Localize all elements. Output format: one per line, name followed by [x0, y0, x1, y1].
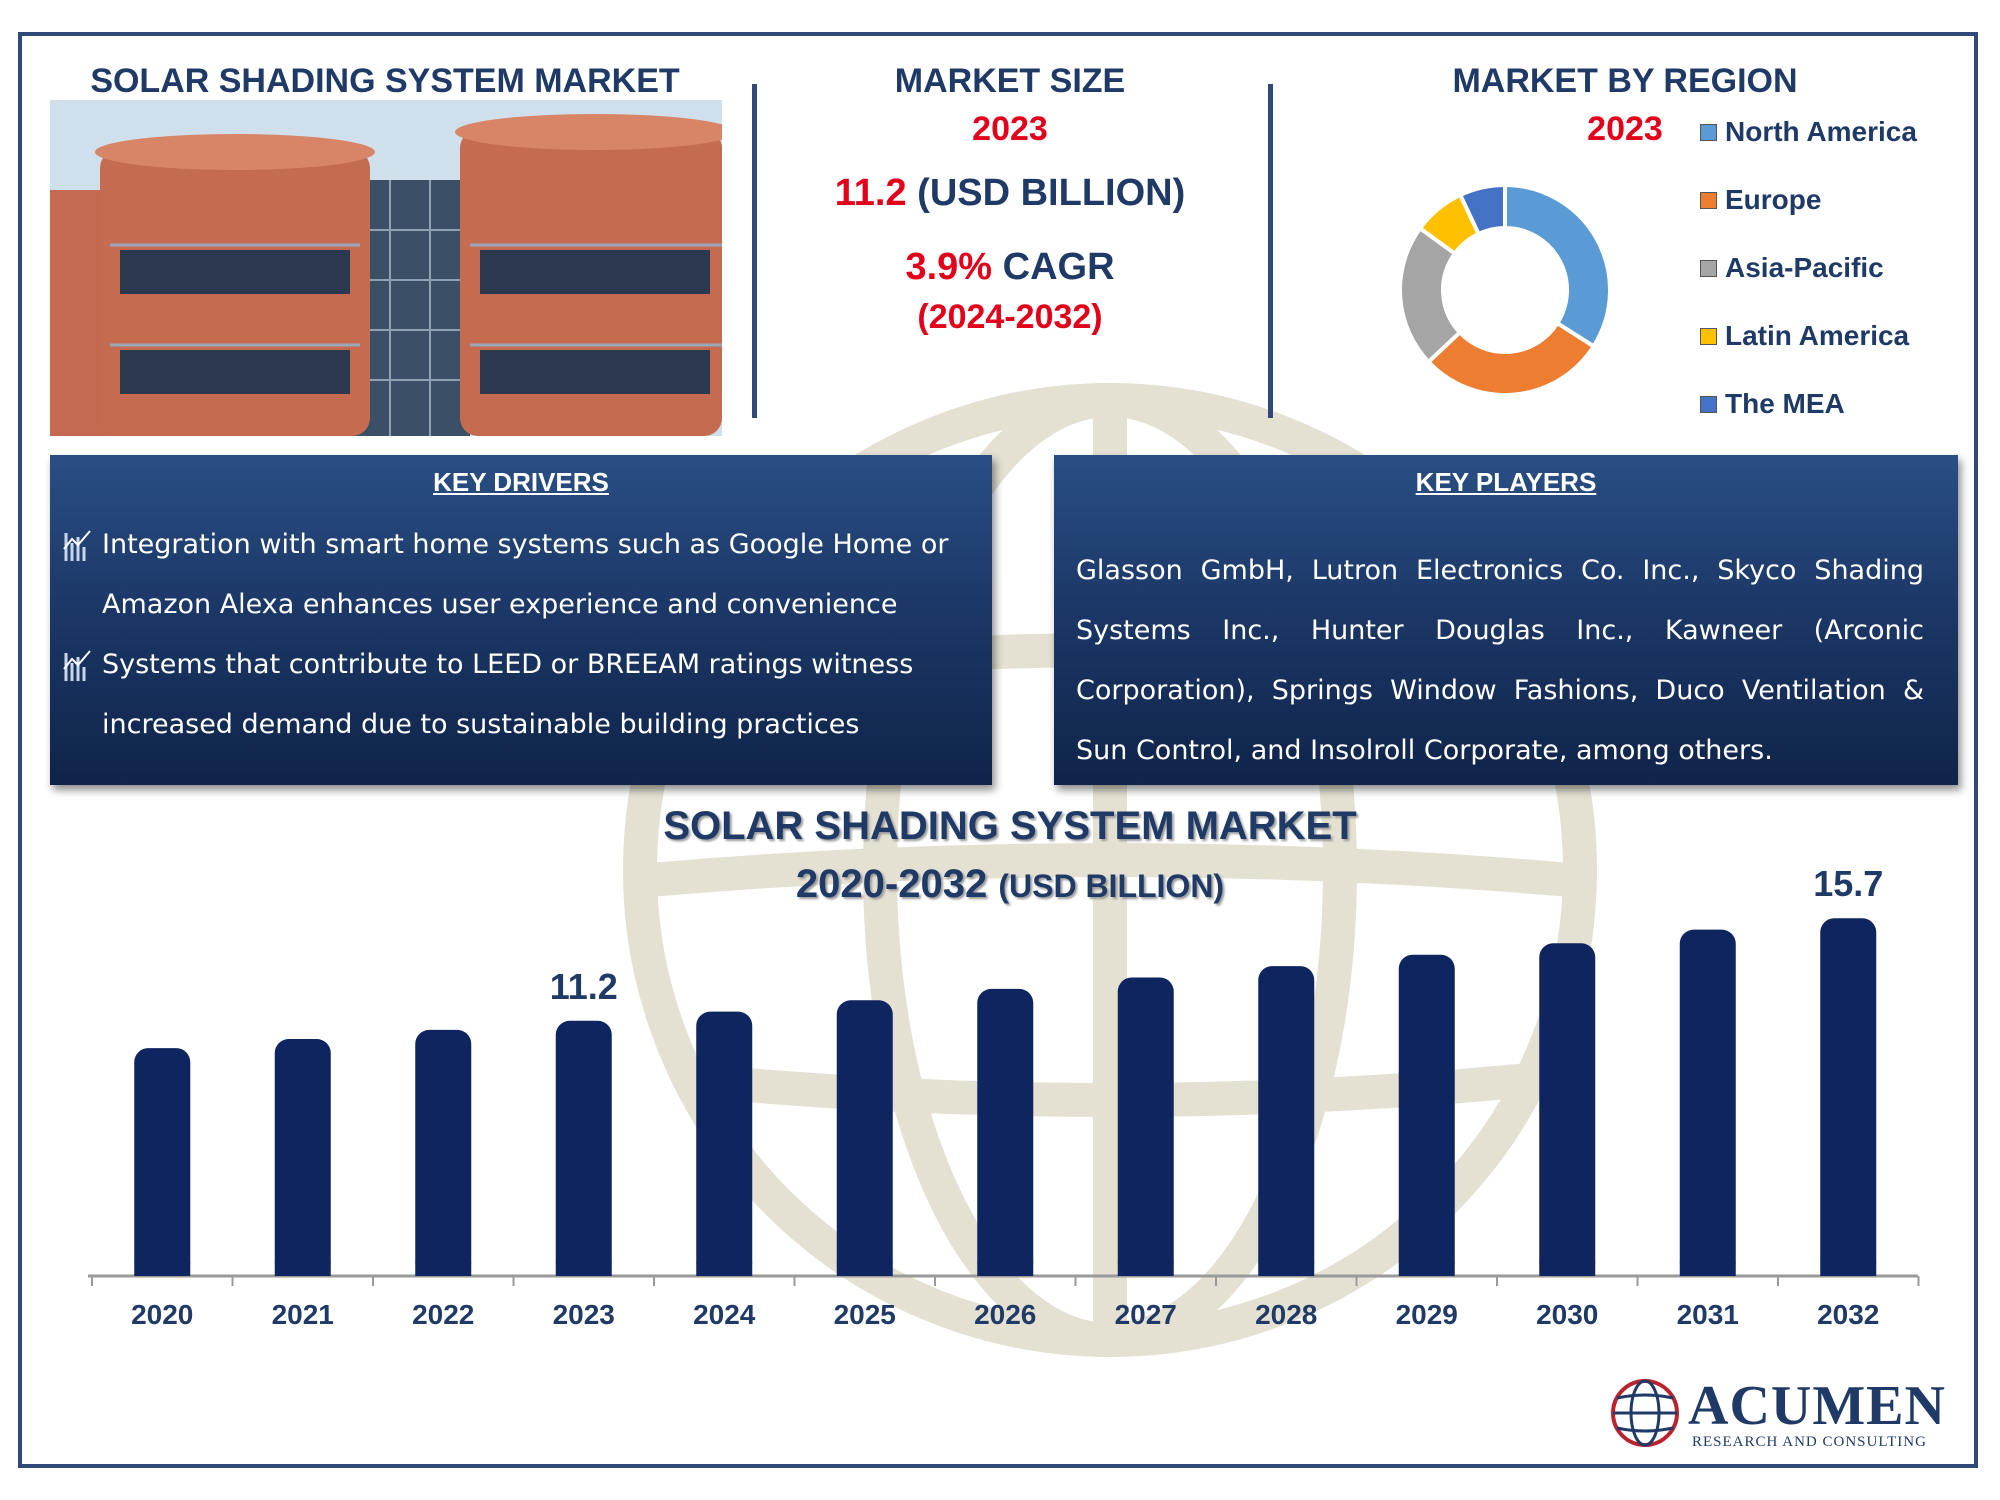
infographic-frame [18, 32, 1978, 1468]
bar-base-2021 [274, 1262, 331, 1276]
donut-slice-the-mea [1457, 182, 1507, 237]
bar-base-2030 [1539, 1262, 1596, 1276]
divider-2 [1268, 84, 1273, 418]
key-driver-item: Systems that contribute to LEED or BREEA… [63, 635, 962, 755]
x-tick-label: 2026 [974, 1299, 1036, 1330]
globe-icon [1611, 1379, 1679, 1447]
legend-item: Europe [1700, 184, 1821, 216]
bar-base-2029 [1398, 1262, 1455, 1276]
bar-2026 [977, 988, 1034, 1276]
region-label: MARKET BY REGION [1452, 62, 1798, 100]
bar-base-2025 [836, 1262, 893, 1276]
bar-2028 [1258, 966, 1315, 1276]
market-bar-chart: 2020 2021 2022 2023 11.2 2024 2025 2026 2027 2028… [88, 863, 1920, 1330]
x-tick-label: 2030 [1536, 1299, 1598, 1330]
x-tick-label: 2025 [834, 1299, 896, 1330]
key-driver-text: Integration with smart home systems such… [102, 529, 949, 620]
x-tick-label: 2031 [1677, 1299, 1739, 1330]
legend-label: Asia-Pacific [1725, 252, 1884, 283]
bar-2032 [1820, 918, 1877, 1276]
bar-base-2020 [134, 1262, 191, 1276]
donut-hole [1445, 230, 1565, 350]
bar-2023 [555, 1020, 612, 1276]
logo-tagline: RESEARCH AND CONSULTING [1692, 1434, 1927, 1450]
x-tick-label: 2022 [412, 1299, 474, 1330]
x-tick-label: 2023 [553, 1299, 615, 1330]
donut-slice-europe [1425, 320, 1597, 397]
bar-base-2027 [1117, 1262, 1174, 1276]
bar-base-2028 [1258, 1262, 1315, 1276]
bar-2025 [836, 1000, 893, 1276]
legend-swatch [1700, 191, 1717, 209]
key-players-title: KEY PLAYERS [1415, 467, 1597, 497]
bar-2022 [415, 1029, 472, 1276]
bar-chart-subtitle: 2020-2032 (USD BILLION) [560, 862, 1460, 907]
legend-swatch [1700, 327, 1717, 345]
data-label-2023: 11.2 [550, 966, 618, 1007]
cagr-value: 3.9% [905, 246, 993, 288]
x-tick-label: 2020 [131, 1299, 193, 1330]
cagr-period: (2024-2032) [917, 298, 1103, 336]
donut-slice-north-america [1503, 182, 1612, 350]
key-driver-item: Integration with smart home systems such… [63, 515, 962, 635]
bar-base-2026 [977, 1262, 1034, 1276]
market-size-value-line: 11.2 (USD BILLION) [790, 172, 1230, 215]
bar-2020 [134, 1048, 191, 1276]
legend-label: Latin America [1725, 320, 1910, 351]
divider-1 [752, 84, 757, 418]
legend-label: North America [1725, 116, 1917, 147]
key-drivers-panel: KEY DRIVERS Integration with smart home … [50, 455, 992, 785]
legend-swatch [1700, 259, 1717, 277]
growth-chart-icon [63, 650, 91, 681]
legend-swatch [1700, 395, 1717, 413]
bar-2024 [696, 1011, 753, 1276]
bar-base-2032 [1820, 1262, 1877, 1276]
legend-item: The MEA [1700, 388, 1845, 420]
market-size-year: 2023 [972, 110, 1048, 148]
bar-2031 [1679, 929, 1736, 1276]
cagr-line: 3.9% CAGR [810, 246, 1210, 289]
key-driver-text: Systems that contribute to LEED or BREEA… [102, 649, 914, 740]
bar-chart-title: SOLAR SHADING SYSTEM MARKET [663, 804, 1357, 848]
bar-2030 [1539, 943, 1596, 1276]
bar-2027 [1117, 977, 1174, 1276]
data-label-2032: 15.7 [1813, 863, 1883, 904]
cagr-label: CAGR [1002, 246, 1115, 288]
bar-2029 [1398, 954, 1455, 1276]
x-tick-label: 2024 [693, 1299, 756, 1330]
growth-chart-icon [63, 530, 91, 561]
legend-item: Asia-Pacific [1700, 252, 1884, 284]
page-title: SOLAR SHADING SYSTEM MARKET [90, 62, 680, 100]
x-tick-label: 2029 [1396, 1299, 1458, 1330]
legend-swatch [1700, 123, 1717, 141]
market-size-label: MARKET SIZE [894, 62, 1126, 100]
x-tick-label: 2028 [1255, 1299, 1317, 1330]
key-drivers-title: KEY DRIVERS [433, 467, 609, 497]
bar-base-2024 [696, 1262, 753, 1276]
bar-base-2022 [415, 1262, 472, 1276]
market-size-value: 11.2 [834, 172, 907, 214]
bar-chart-unit: (USD BILLION) [998, 868, 1225, 904]
bar-chart-years: 2020-2032 [795, 862, 988, 906]
logo-name: ACUMEN [1688, 1375, 1946, 1437]
legend-label: The MEA [1725, 388, 1845, 419]
region-donut-chart [1398, 182, 1612, 397]
x-tick-label: 2021 [272, 1299, 334, 1330]
key-players-text: Glasson GmbH, Lutron Electronics Co. Inc… [1076, 555, 1924, 766]
bar-base-2023 [555, 1262, 612, 1276]
bar-base-2031 [1679, 1262, 1736, 1276]
building-photo [50, 100, 722, 436]
market-size-unit: (USD BILLION) [917, 172, 1186, 214]
x-tick-label: 2032 [1817, 1299, 1879, 1330]
region-year: 2023 [1587, 110, 1663, 148]
x-tick-label: 2027 [1115, 1299, 1177, 1330]
legend-item: North America [1700, 116, 1917, 148]
bar-2021 [274, 1039, 331, 1276]
acumen-logo: ACUMEN RESEARCH AND CONSULTING [1608, 1375, 1948, 1456]
key-players-panel: KEY PLAYERS Glasson GmbH, Lutron Electro… [1054, 455, 1958, 785]
legend-label: Europe [1725, 184, 1822, 215]
legend-item: Latin America [1700, 320, 1909, 352]
